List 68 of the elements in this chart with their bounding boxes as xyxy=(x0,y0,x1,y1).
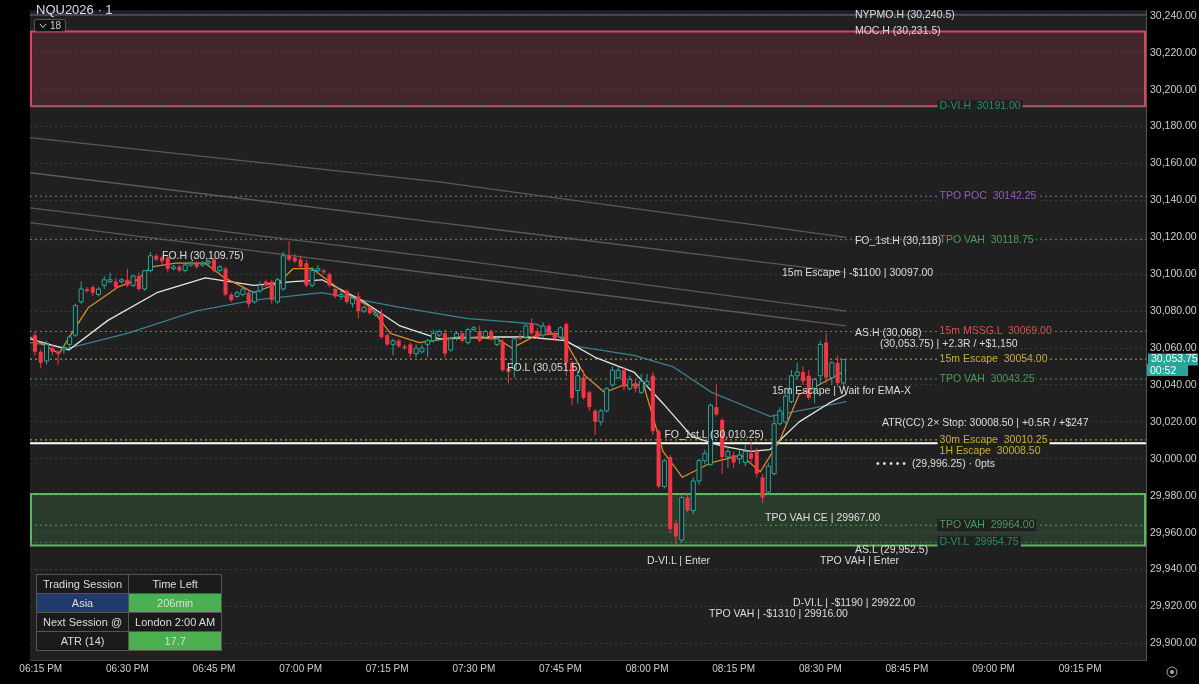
annotation: 30,053.75 xyxy=(1151,352,1198,365)
x-tick-label: 07:15 PM xyxy=(365,662,409,674)
ref-line-label: 1H Escape 30008.50 xyxy=(939,443,1041,456)
ref-line-label: 15m Escape 30054.00 xyxy=(939,352,1048,365)
text: 18 xyxy=(50,20,62,31)
text: 00:52 xyxy=(1147,364,1189,376)
x-tick-label: 07:00 PM xyxy=(279,662,322,674)
y-tick-label: 30,000.00 xyxy=(1150,451,1197,464)
annotation: TPO VAH | Enter xyxy=(820,554,899,566)
x-tick-label: 07:45 PM xyxy=(539,662,582,674)
annotation: Asia xyxy=(36,593,129,613)
x-tick-label: 08:00 PM xyxy=(625,662,669,674)
ref-line-label: TPO VAH 29964.00 xyxy=(939,518,1035,531)
annotation: Trading Session xyxy=(36,574,129,594)
annotation: TPO VAH | -$1310 | 29916.00 xyxy=(709,607,848,619)
ref-line-label: 30m Escape 30010.25 xyxy=(939,432,1048,445)
annotation: D-VI.L | -$1190 | 29922.00 xyxy=(793,596,916,608)
x-tick-label: 06:45 PM xyxy=(192,662,236,674)
x-tick-label: 08:30 PM xyxy=(798,662,842,674)
x-tick-label: 06:30 PM xyxy=(105,662,149,674)
annotation: TPO VAH CE | 29967.00 xyxy=(765,511,881,523)
ref-line-label: TPO VAH 30118.75 xyxy=(939,232,1034,245)
y-tick-label: 30,120.00 xyxy=(1150,230,1197,243)
ref-line-label: D-VI.L 29954.75 xyxy=(939,535,1019,548)
annotation: London 2:00 AM xyxy=(128,612,222,632)
y-tick-label: 29,940.00 xyxy=(1150,562,1197,575)
annotation: 206min xyxy=(128,593,222,613)
y-tick-label: 29,960.00 xyxy=(1150,525,1197,538)
annotation: AS.L (29,952.5) xyxy=(855,543,929,555)
annotation: FO.H (30,109.75) xyxy=(162,249,244,262)
annotation: • • • • • xyxy=(876,457,907,469)
annotation: 15m Escape | -$1100 | 30097.00 xyxy=(782,266,934,278)
annotation: (29,996.25) · 0pts xyxy=(912,457,995,469)
x-tick-label: 06:15 PM xyxy=(19,662,63,674)
ref-line-label: TPO POC 30142.25 xyxy=(939,189,1037,202)
y-tick-label: 30,220.00 xyxy=(1150,45,1197,58)
annotation: ATR(CC) 2× Stop: 30008.50 | +0.5R / +$247 xyxy=(882,416,1089,428)
y-tick-label: 30,200.00 xyxy=(1150,82,1197,95)
chart-title: NQU2026 · 1 xyxy=(36,2,113,17)
annotation: FO_1st.H (30,118) xyxy=(854,233,942,246)
x-tick-label: 07:30 PM xyxy=(452,662,496,674)
annotation: ATR (14) xyxy=(36,631,129,651)
y-tick-label: 30,040.00 xyxy=(1150,377,1197,390)
ref-line-label: D-VI.H 30191.00 xyxy=(939,99,1021,112)
annotation: D-VI.L | Enter xyxy=(647,554,711,566)
x-tick-label: 08:45 PM xyxy=(885,662,929,674)
x-tick-label: 09:15 PM xyxy=(1058,662,1102,674)
annotation: AS.H (30,068) xyxy=(854,326,922,339)
annotation: Next Session @ xyxy=(36,612,129,632)
annotation: Time Left xyxy=(128,574,222,594)
annotation: NYPMO.H (30,240.5) xyxy=(854,7,955,20)
y-tick-label: 30,160.00 xyxy=(1150,156,1197,169)
y-tick-label: 30,140.00 xyxy=(1150,193,1197,206)
annotation: (30,053.75) | +2.3R / +$1,150 xyxy=(880,337,1018,349)
x-tick-label: 09:00 PM xyxy=(972,662,1015,674)
y-tick-label: 30,060.00 xyxy=(1150,340,1197,353)
y-tick-label: 30,080.00 xyxy=(1150,304,1197,317)
y-tick-label: 30,100.00 xyxy=(1150,267,1197,280)
y-tick-label: 29,900.00 xyxy=(1150,636,1197,649)
y-tick-label: 30,020.00 xyxy=(1150,414,1197,427)
y-tick-label: 29,920.00 xyxy=(1150,599,1197,612)
x-tick-label: 08:15 PM xyxy=(712,662,756,674)
annotation: 17.7 xyxy=(128,631,222,651)
ref-line-label: TPO VAH 30043.25 xyxy=(939,371,1035,384)
y-tick-label: 29,980.00 xyxy=(1150,488,1197,501)
y-tick-label: 30,240.00 xyxy=(1150,8,1197,21)
y-tick-label: 30,180.00 xyxy=(1150,119,1197,132)
ref-line-label: 15m MSSG.L 30069.00 xyxy=(939,324,1052,337)
